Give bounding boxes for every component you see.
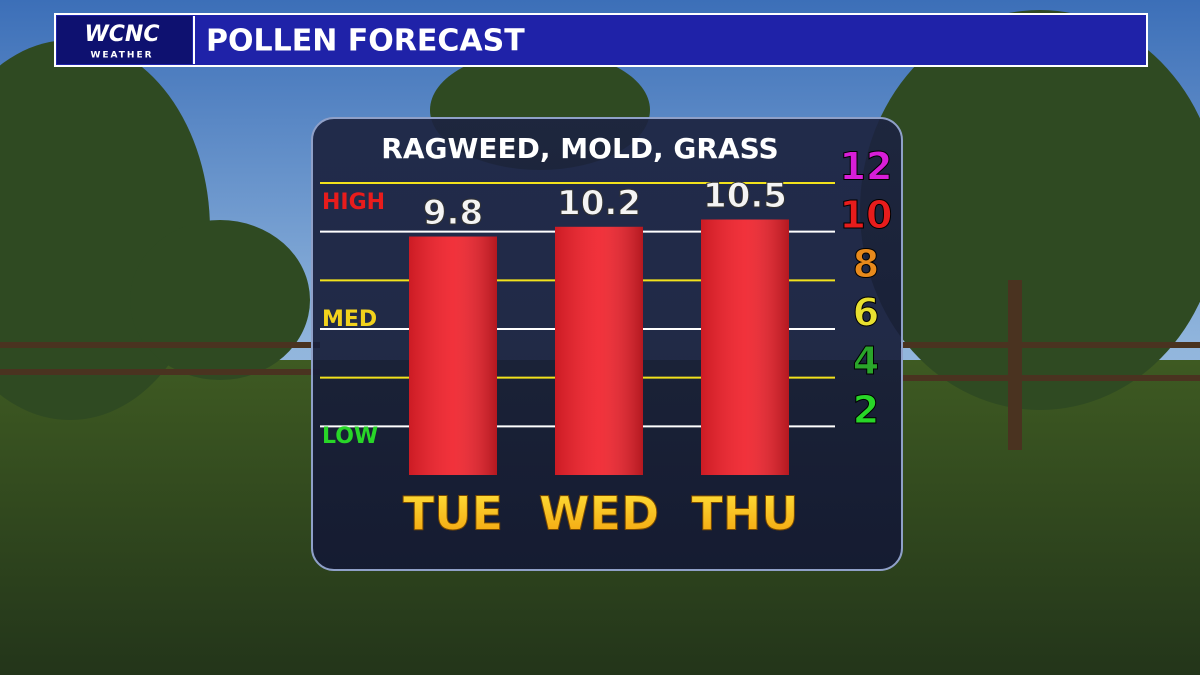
x-tick-label: THU: [691, 487, 798, 541]
bar-shade: [701, 219, 789, 475]
x-tick-label: WED: [539, 487, 659, 541]
bar-shade: [555, 226, 643, 475]
fence: [0, 280, 1200, 450]
value-label: 9.8: [423, 193, 483, 233]
x-tick-label: TUE: [403, 487, 503, 541]
chart-title: RAGWEED, MOLD, GRASS: [381, 132, 778, 165]
logo: WCNC: [85, 22, 160, 47]
y-tick-label: 8: [853, 242, 879, 286]
y-tick-label: 2: [853, 388, 879, 432]
y-tick-label: 10: [840, 193, 893, 237]
level-label: LOW: [322, 424, 378, 449]
level-label: HIGH: [322, 190, 385, 215]
title: POLLEN FORECAST: [206, 24, 525, 59]
y-tick-label: 12: [840, 145, 893, 189]
value-label: 10.5: [703, 176, 787, 216]
y-tick-label: 6: [853, 291, 879, 335]
logo-sub: WEATHER: [90, 51, 153, 61]
logo-box: [57, 16, 192, 64]
y-tick-label: 4: [853, 339, 879, 383]
value-label: 10.2: [557, 183, 641, 223]
header-bar: [54, 13, 1148, 67]
bar-shade: [409, 236, 497, 475]
level-label: MED: [322, 307, 377, 332]
